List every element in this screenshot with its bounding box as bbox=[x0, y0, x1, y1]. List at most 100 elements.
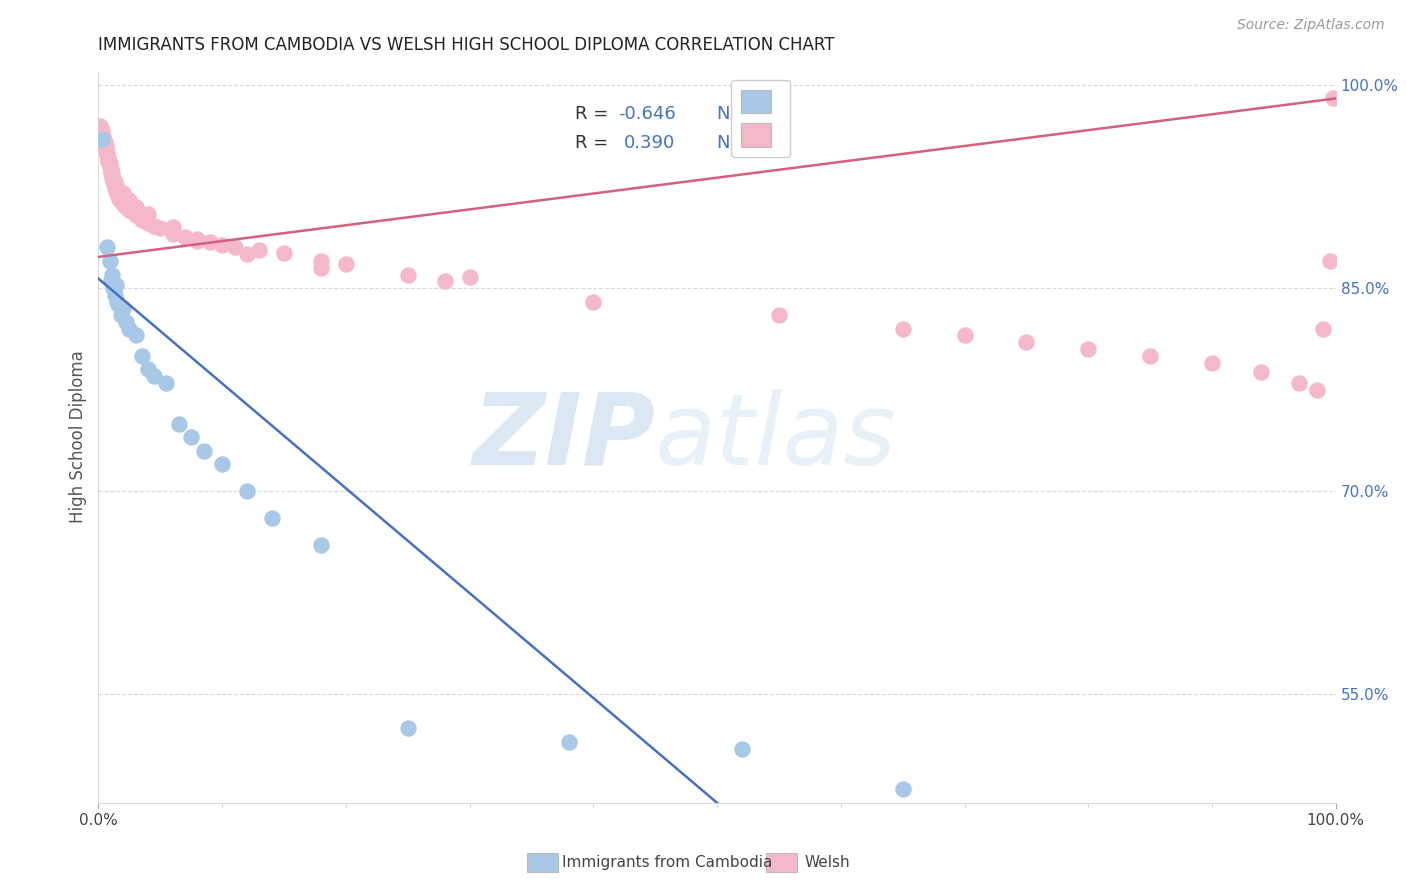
Point bbox=[118, 202, 141, 217]
Point bbox=[98, 254, 121, 268]
Point bbox=[1322, 91, 1344, 105]
Text: Immigrants from Cambodia: Immigrants from Cambodia bbox=[562, 855, 773, 870]
Point bbox=[224, 240, 246, 254]
Point bbox=[105, 294, 128, 309]
Point bbox=[1319, 254, 1341, 268]
Point bbox=[1015, 335, 1038, 350]
Point bbox=[96, 148, 118, 162]
Text: Source: ZipAtlas.com: Source: ZipAtlas.com bbox=[1237, 18, 1385, 32]
Point bbox=[110, 308, 132, 322]
Point bbox=[247, 243, 270, 257]
Point bbox=[174, 229, 197, 244]
Point bbox=[433, 274, 456, 288]
Point bbox=[112, 197, 135, 211]
Point bbox=[1288, 376, 1310, 390]
Point bbox=[143, 219, 166, 233]
Point bbox=[107, 297, 129, 311]
Point bbox=[162, 227, 184, 241]
Point bbox=[396, 268, 419, 282]
Point bbox=[103, 172, 125, 186]
Point bbox=[103, 178, 125, 193]
Point bbox=[100, 164, 122, 178]
Y-axis label: High School Diploma: High School Diploma bbox=[69, 351, 87, 524]
Point bbox=[97, 153, 120, 168]
Point bbox=[557, 735, 579, 749]
Point bbox=[124, 328, 146, 343]
Point bbox=[98, 156, 121, 170]
Point bbox=[103, 176, 125, 190]
Point bbox=[118, 322, 141, 336]
Point bbox=[94, 143, 117, 157]
Point bbox=[101, 169, 124, 184]
Point bbox=[118, 193, 141, 207]
Point bbox=[112, 301, 135, 316]
Point bbox=[136, 362, 159, 376]
Point bbox=[93, 129, 115, 144]
Point bbox=[91, 124, 114, 138]
Text: R =: R = bbox=[575, 105, 614, 123]
Point bbox=[143, 369, 166, 384]
Point bbox=[131, 213, 153, 227]
Point bbox=[731, 741, 754, 756]
Point bbox=[458, 270, 481, 285]
Point bbox=[1139, 349, 1161, 363]
Point bbox=[1201, 355, 1223, 369]
Point bbox=[101, 268, 124, 282]
Point bbox=[97, 151, 120, 165]
Point bbox=[96, 148, 118, 162]
Point bbox=[97, 153, 120, 168]
Point bbox=[98, 159, 121, 173]
Point bbox=[98, 159, 121, 173]
Text: IMMIGRANTS FROM CAMBODIA VS WELSH HIGH SCHOOL DIPLOMA CORRELATION CHART: IMMIGRANTS FROM CAMBODIA VS WELSH HIGH S… bbox=[98, 36, 835, 54]
Point bbox=[91, 127, 114, 141]
Point bbox=[193, 443, 215, 458]
Point bbox=[198, 235, 221, 249]
Text: 0.390: 0.390 bbox=[624, 134, 675, 153]
Point bbox=[124, 200, 146, 214]
Point bbox=[155, 376, 177, 390]
Text: N = 30: N = 30 bbox=[717, 105, 780, 123]
Point bbox=[309, 254, 332, 268]
Point bbox=[93, 135, 115, 149]
Point bbox=[260, 511, 283, 525]
Point bbox=[167, 417, 190, 431]
Point bbox=[309, 538, 332, 552]
Point bbox=[112, 186, 135, 201]
Point bbox=[236, 484, 259, 499]
Point bbox=[273, 245, 295, 260]
Text: -0.646: -0.646 bbox=[619, 105, 676, 123]
Point bbox=[891, 322, 914, 336]
Point bbox=[94, 143, 117, 157]
Point bbox=[105, 181, 128, 195]
Point bbox=[100, 161, 122, 176]
Point bbox=[1250, 365, 1272, 379]
Text: atlas: atlas bbox=[655, 389, 897, 485]
Point bbox=[136, 206, 159, 220]
Point bbox=[100, 274, 122, 288]
Point bbox=[236, 247, 259, 261]
Point bbox=[136, 216, 159, 230]
Point bbox=[103, 181, 125, 195]
Text: R =: R = bbox=[575, 134, 620, 153]
Point bbox=[108, 192, 131, 206]
Point bbox=[94, 140, 117, 154]
Point bbox=[101, 167, 124, 181]
Point bbox=[103, 288, 125, 302]
Point bbox=[211, 237, 233, 252]
Point bbox=[89, 119, 111, 133]
Point bbox=[104, 184, 127, 198]
Point bbox=[211, 457, 233, 471]
Point bbox=[335, 257, 357, 271]
Point bbox=[891, 782, 914, 797]
Point bbox=[1306, 383, 1329, 397]
Point bbox=[93, 135, 115, 149]
Point bbox=[309, 260, 332, 275]
Point bbox=[101, 169, 124, 184]
Point bbox=[91, 132, 114, 146]
Point bbox=[186, 232, 208, 246]
Point bbox=[149, 221, 172, 235]
Point bbox=[114, 315, 136, 329]
Point bbox=[105, 186, 128, 201]
Point bbox=[103, 281, 125, 295]
Point bbox=[953, 328, 976, 343]
